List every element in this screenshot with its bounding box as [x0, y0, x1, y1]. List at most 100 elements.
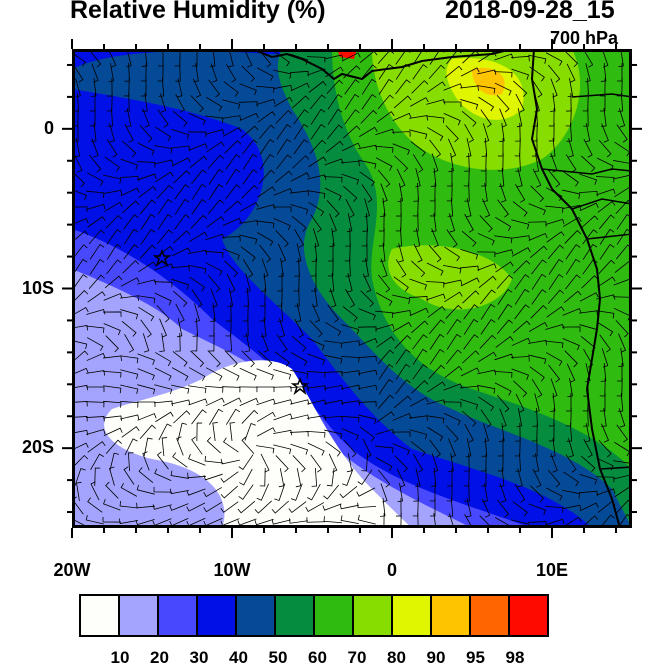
wind-barb [324, 187, 342, 201]
wind-barb [175, 62, 181, 82]
wind-barb [465, 198, 472, 218]
wind-barb [550, 78, 558, 98]
wind-barb [154, 468, 172, 481]
wind-barb [429, 197, 436, 217]
wind-barb [615, 199, 629, 214]
wind-barb [362, 242, 368, 262]
wind-barb [176, 436, 184, 456]
wind-barb [203, 518, 223, 525]
wind-barb [307, 483, 321, 501]
wind-barb [430, 168, 437, 187]
wind-barb [359, 126, 378, 137]
wind-barb [226, 332, 232, 352]
colorbar-label: 80 [387, 648, 406, 667]
wind-barb [443, 113, 461, 126]
wind-barb [259, 244, 272, 263]
wind-barb [478, 96, 495, 112]
wind-barb [477, 69, 497, 75]
wind-barb [138, 306, 155, 322]
wind-barb [290, 82, 310, 92]
wind-barb [409, 307, 429, 317]
wind-barb [396, 468, 406, 488]
wind-barb [329, 228, 335, 247]
wind-barb [225, 184, 241, 200]
wind-barb [499, 123, 505, 142]
wind-barb [293, 139, 309, 155]
wind-barb [447, 138, 457, 158]
colorbar-label: 10 [110, 648, 130, 667]
wind-barb [599, 92, 606, 112]
wind-barb [191, 183, 207, 200]
wind-barb [222, 217, 242, 227]
wind-barb [139, 124, 153, 143]
wind-barb [375, 457, 393, 471]
wind-barb [544, 505, 564, 513]
wind-barb [105, 481, 119, 499]
wind-barb [138, 467, 154, 484]
wind-barb [220, 518, 240, 525]
wind-barb [346, 453, 353, 473]
wind-barb [241, 65, 256, 83]
wind-barb [173, 410, 191, 424]
wind-barb [618, 333, 627, 353]
wind-barb [328, 273, 335, 292]
wind-barb [428, 64, 445, 80]
wind-barb [119, 401, 139, 408]
wind-barb [409, 97, 429, 107]
wind-barb [106, 139, 118, 158]
wind-barb [104, 201, 123, 212]
wind-barb [396, 227, 402, 247]
wind-barb [75, 244, 88, 257]
wind-barb [237, 518, 257, 525]
colorbar-swatch [198, 596, 237, 635]
wind-barb [567, 378, 573, 398]
wind-barb [462, 52, 480, 64]
wind-barb [273, 444, 292, 455]
wind-barb [310, 108, 326, 125]
wind-barb [563, 171, 579, 187]
wind-barb [208, 168, 224, 185]
wind-barb [343, 439, 357, 458]
wind-barb [342, 468, 354, 486]
wind-barb [227, 288, 234, 308]
wind-barb [375, 428, 395, 435]
wind-barb [155, 126, 172, 142]
wind-barb [614, 260, 629, 273]
wind-barb [412, 52, 428, 65]
wind-barb [582, 229, 598, 245]
wind-barb [137, 173, 157, 181]
wind-barb [274, 483, 286, 502]
wind-barb [565, 52, 579, 68]
wind-barb [155, 352, 172, 367]
wind-barb [106, 229, 122, 245]
wind-barb [85, 401, 105, 408]
wind-barb [240, 246, 256, 262]
wind-barb [156, 184, 174, 199]
wind-barb [172, 110, 188, 127]
wind-barb [481, 167, 487, 187]
y-tick-label: 20S [21, 437, 54, 458]
wind-barb [91, 78, 97, 97]
wind-barb [158, 423, 172, 441]
wind-barb [566, 63, 576, 83]
wind-barb [309, 320, 323, 338]
wind-barb [548, 169, 561, 188]
wind-barb [222, 248, 240, 260]
wind-barb [191, 289, 203, 308]
wind-barb [464, 213, 474, 233]
wind-barb [123, 244, 139, 260]
wind-barb [568, 438, 575, 458]
wind-barb [482, 483, 488, 503]
wind-barb [238, 454, 254, 470]
wind-barb [395, 52, 411, 65]
wind-barb [329, 213, 337, 233]
wind-barb [481, 137, 488, 157]
wind-barb [241, 409, 259, 424]
wind-barb [379, 498, 386, 517]
wind-barb [325, 66, 344, 78]
wind-barb [545, 52, 563, 66]
wind-barb [545, 187, 563, 201]
colorbar-label: 20 [150, 648, 169, 667]
wind-barb [533, 453, 540, 473]
wind-barb [493, 71, 513, 78]
